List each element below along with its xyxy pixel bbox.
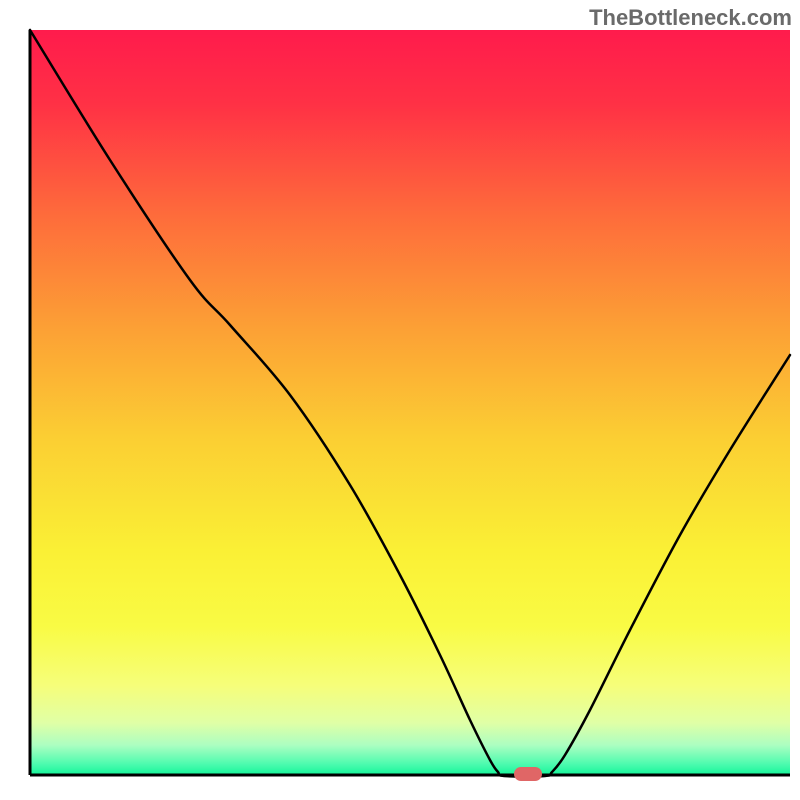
bottleneck-chart xyxy=(0,0,800,800)
chart-container: TheBottleneck.com xyxy=(0,0,800,800)
gradient-background xyxy=(30,30,790,775)
watermark-text: TheBottleneck.com xyxy=(589,5,792,31)
optimal-point-marker xyxy=(514,767,542,781)
